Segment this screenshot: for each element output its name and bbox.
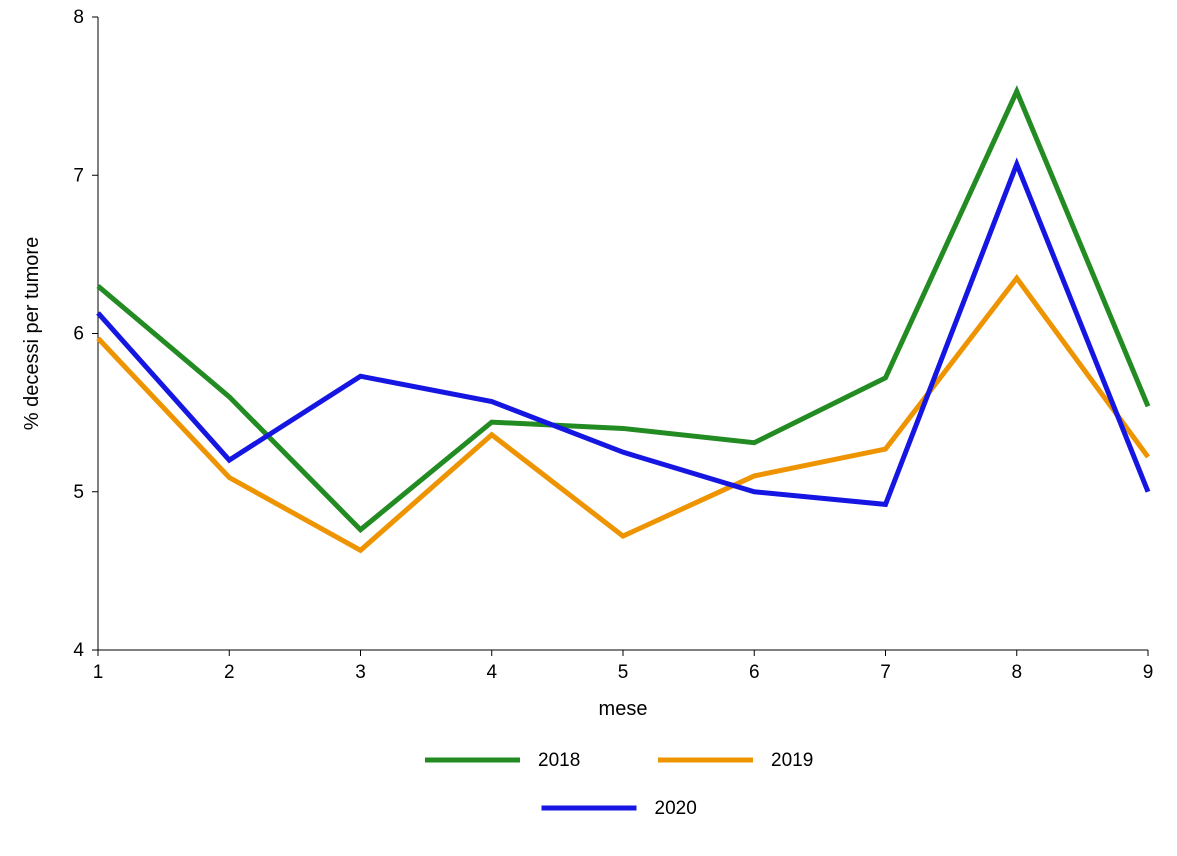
x-tick-label: 3: [355, 662, 366, 683]
y-tick-label: 5: [73, 482, 84, 503]
x-tick-label: 9: [1143, 662, 1154, 683]
legend-swatch: [658, 758, 753, 763]
x-tick-label: 8: [1011, 662, 1022, 683]
x-axis-label: mese: [599, 698, 648, 720]
y-tick-label: 7: [73, 165, 84, 186]
legend-swatch: [425, 758, 520, 763]
legend-label: 2019: [771, 750, 813, 771]
line-chart: 1 2 3 4 5 6 7 8 9 4 5 6 7 8 mese % decessi per tumore 20…: [0, 0, 1177, 856]
chart-page: 1 2 3 4 5 6 7 8 9 4 5 6 7 8 mese % decessi per tumore 20…: [0, 0, 1177, 856]
y-tick-label: 6: [73, 324, 84, 345]
x-tick-label: 6: [749, 662, 760, 683]
legend-label: 2020: [655, 798, 697, 819]
legend-swatch: [542, 806, 637, 811]
x-tick-label: 7: [880, 662, 891, 683]
y-tick-label: 8: [73, 7, 84, 28]
y-tick-label: 4: [73, 640, 84, 661]
y-axis-label: % decessi per tumore: [21, 237, 43, 430]
x-tick-label: 4: [486, 662, 497, 683]
x-tick-label: 1: [93, 662, 104, 683]
x-tick-label: 5: [618, 662, 629, 683]
legend-label: 2018: [538, 750, 580, 771]
x-tick-label: 2: [224, 662, 235, 683]
